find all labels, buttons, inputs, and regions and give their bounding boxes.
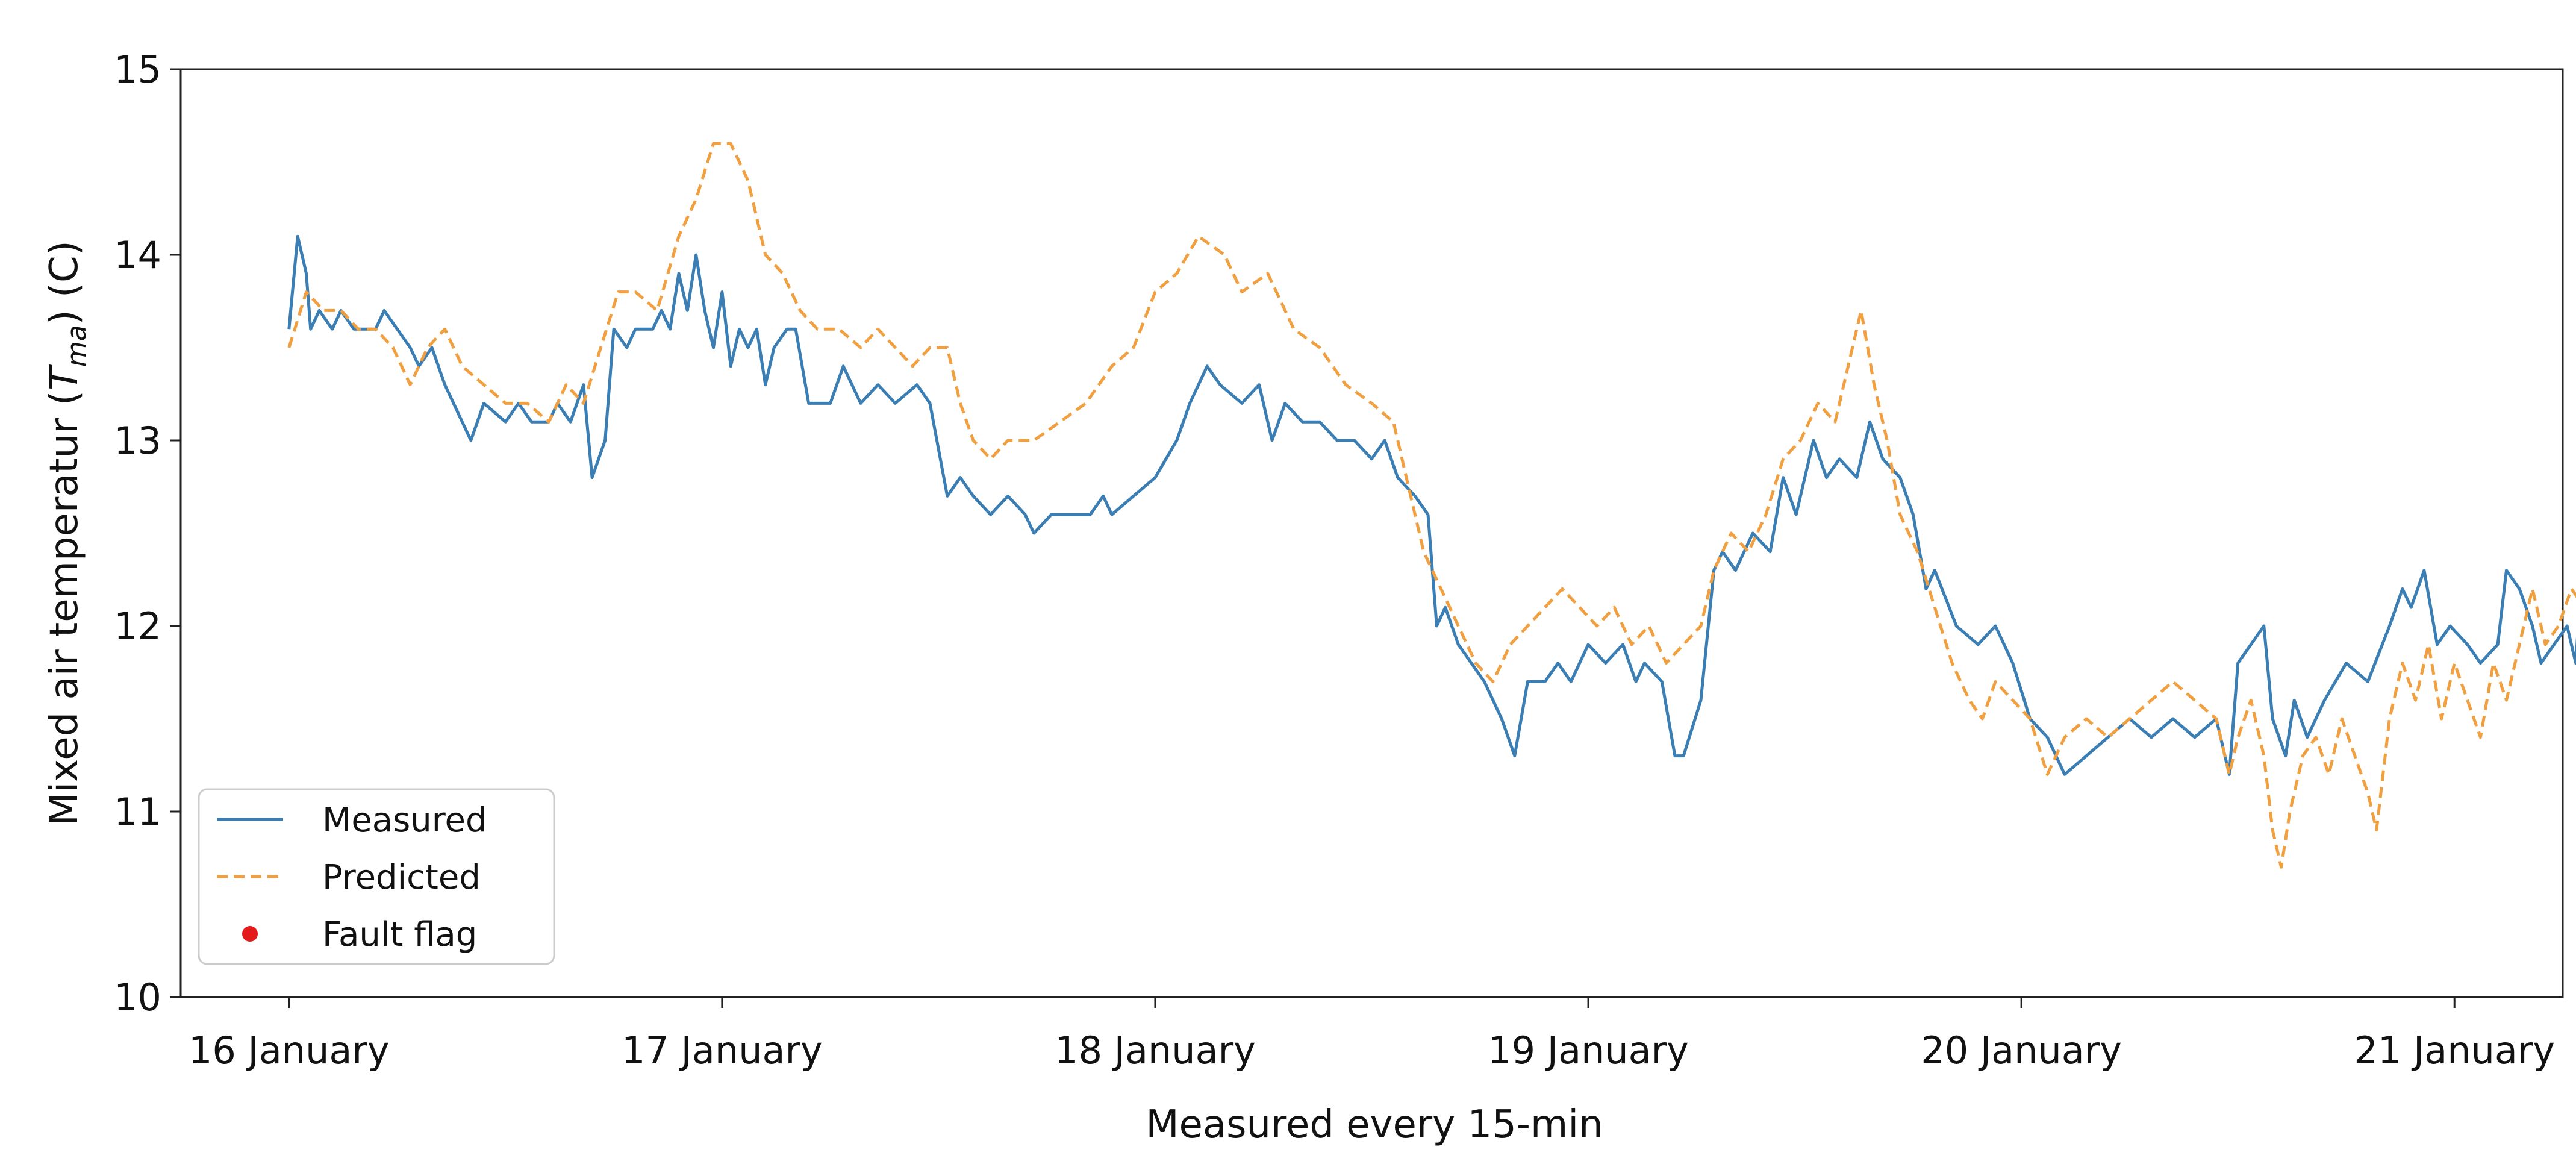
- y-axis-title: Mixed air temperatur (Tma) (C): [42, 240, 92, 825]
- y-tick-label: 14: [114, 233, 161, 277]
- y-tick-label: 10: [114, 975, 161, 1019]
- x-tick-label: 21 January: [2354, 1028, 2555, 1072]
- legend-label-measured: Measured: [322, 801, 487, 840]
- legend-label-predicted: Predicted: [322, 858, 481, 897]
- x-tick-label: 18 January: [1055, 1028, 1256, 1072]
- x-tick-label: 19 January: [1488, 1028, 1689, 1072]
- y-tick-label: 13: [114, 419, 161, 463]
- x-axis-title: Measured every 15-min: [1146, 1103, 1603, 1147]
- y-tick-label: 12: [114, 604, 161, 648]
- predicted-line: [287, 142, 2576, 869]
- y-axis-ticks: 10 11 12 13 14 15: [114, 48, 181, 1019]
- y-tick-label: 15: [114, 48, 161, 92]
- x-tick-label: 20 January: [1921, 1028, 2122, 1072]
- y-tick-label: 11: [114, 790, 161, 834]
- plot-area-frame: [179, 68, 2564, 998]
- measured-line: [287, 234, 2576, 776]
- x-axis-ticks: 16 January 17 January 18 January 19 January…: [189, 997, 2555, 1072]
- x-tick-label: 17 January: [622, 1028, 823, 1072]
- x-tick-label: 16 January: [189, 1028, 390, 1072]
- series-layer: [287, 142, 2576, 869]
- legend: Measured Predicted Fault flag: [198, 788, 555, 965]
- legend-box: [198, 788, 555, 965]
- legend-label-fault-flag: Fault flag: [322, 915, 477, 954]
- legend-swatch-fault-flag: [242, 926, 258, 942]
